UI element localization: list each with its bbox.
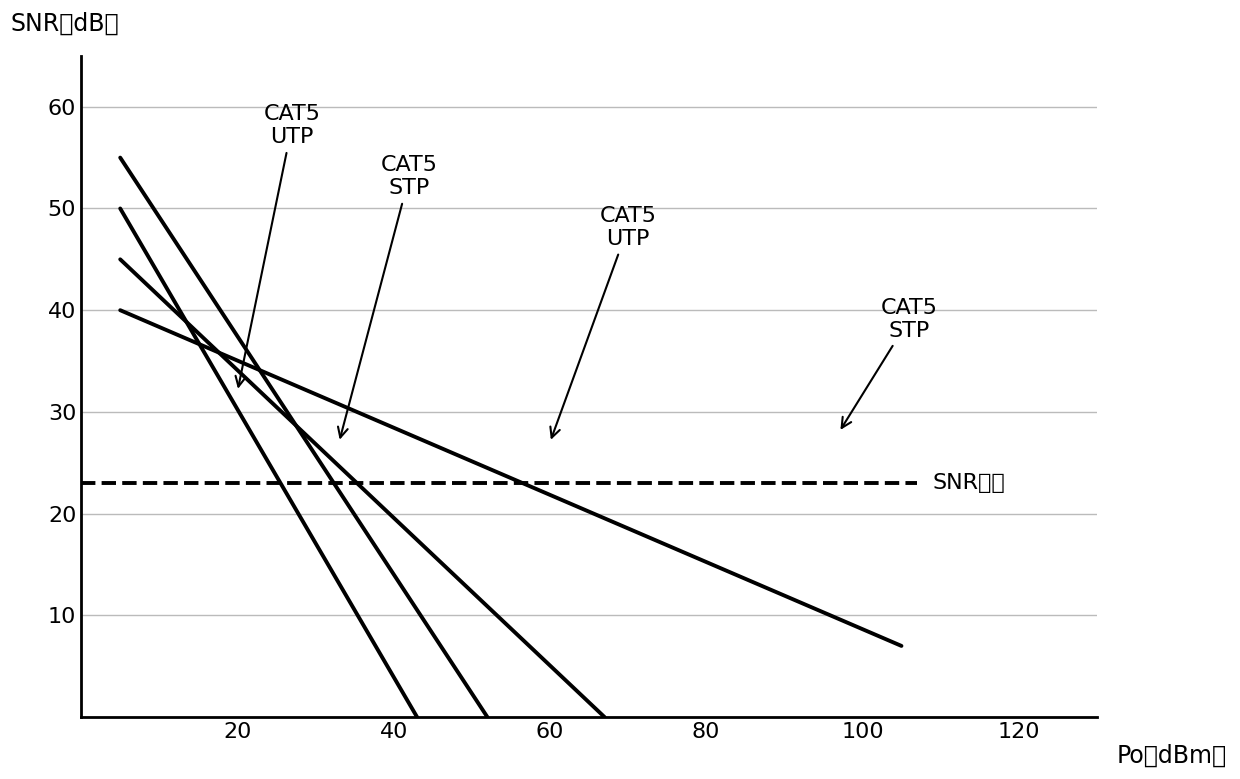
Text: Po（dBm）: Po（dBm）: [1117, 744, 1228, 767]
Text: CAT5
STP: CAT5 STP: [842, 298, 937, 428]
Text: SNR需求: SNR需求: [932, 473, 1006, 493]
Text: CAT5
UTP: CAT5 UTP: [551, 206, 656, 438]
Text: SNR（dB）: SNR（dB）: [10, 12, 119, 36]
Text: CAT5
STP: CAT5 STP: [339, 155, 438, 438]
Text: CAT5
UTP: CAT5 UTP: [236, 104, 321, 386]
